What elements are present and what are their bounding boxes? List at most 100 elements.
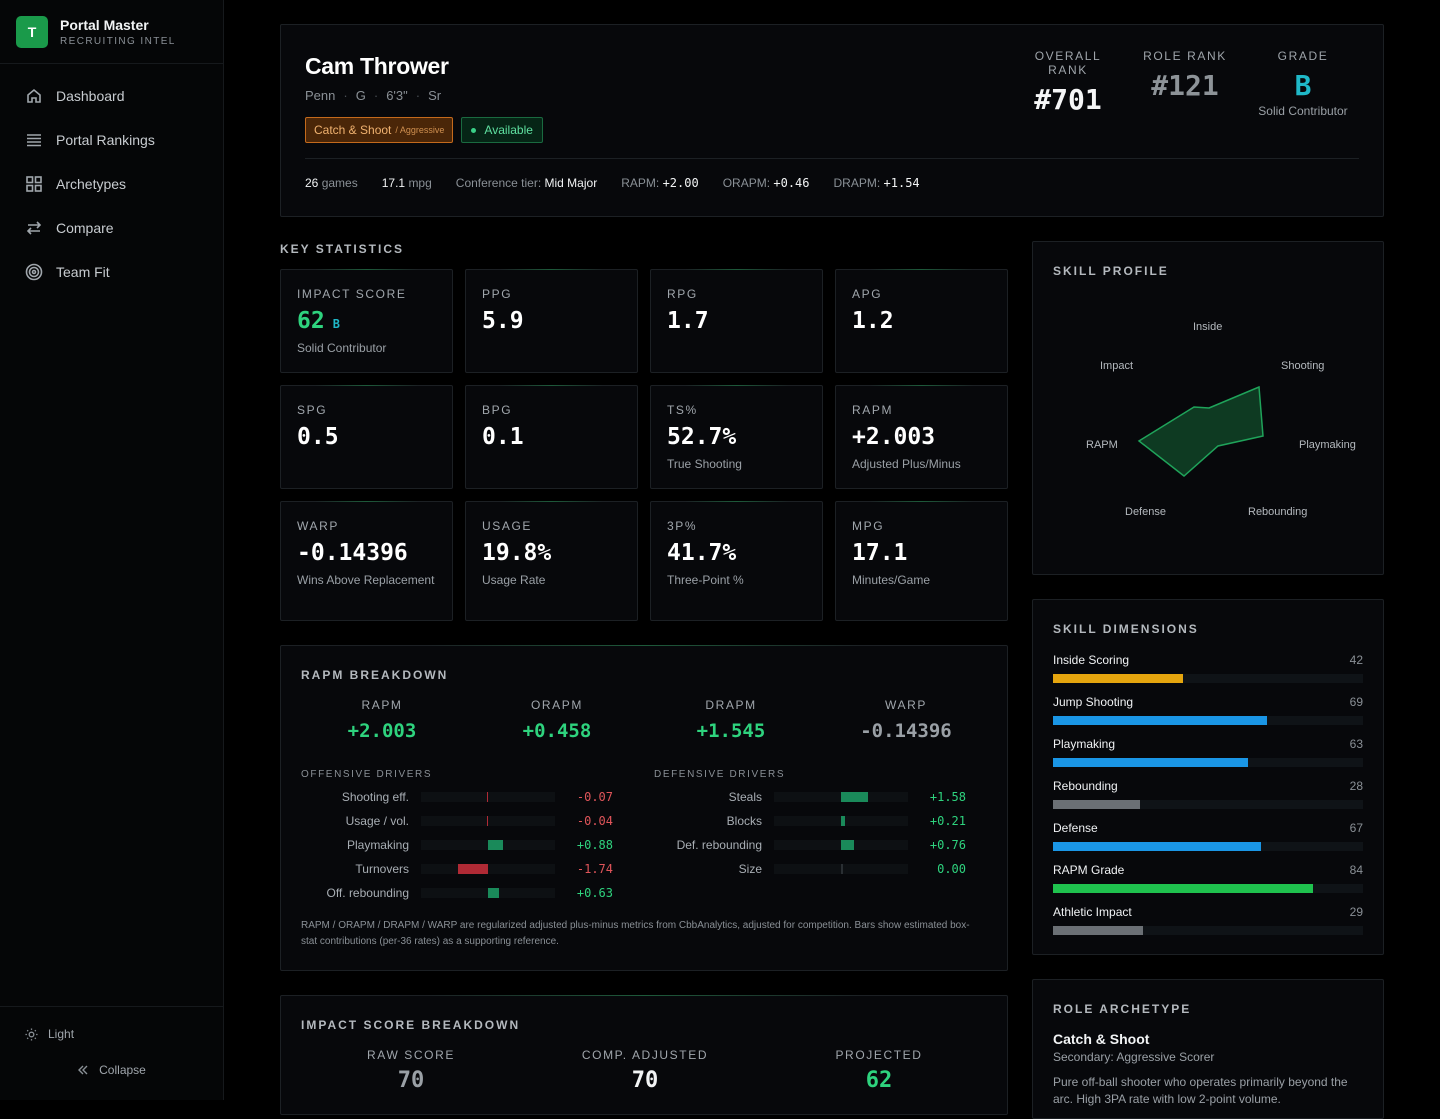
radar-label-defense: Defense bbox=[1125, 506, 1166, 518]
projected-label: PROJECTED bbox=[835, 1048, 923, 1062]
stat-value: 62 B bbox=[297, 308, 340, 334]
driver-bar bbox=[486, 792, 488, 802]
skill-dimension-fill bbox=[1053, 800, 1140, 809]
theme-toggle[interactable]: Light bbox=[25, 1027, 74, 1041]
driver-row: Steals +1.58 bbox=[634, 785, 966, 809]
stat-value-text: 1.7 bbox=[667, 308, 709, 334]
stat-value: 0.1 bbox=[482, 424, 524, 450]
grid-icon bbox=[26, 176, 42, 192]
driver-track bbox=[774, 840, 908, 850]
rapm-note: RAPM / ORAPM / DRAPM / WARP are regulari… bbox=[301, 920, 970, 947]
driver-row: Off. rebounding +0.63 bbox=[281, 881, 613, 905]
warp-metric-value: -0.14396 bbox=[860, 720, 952, 742]
stat-value-text: -0.14396 bbox=[297, 540, 408, 566]
rapm-value: +2.00 bbox=[662, 176, 699, 190]
target-icon bbox=[25, 263, 43, 281]
driver-value: -0.07 bbox=[576, 790, 613, 804]
nav-item-label: Archetypes bbox=[56, 176, 127, 192]
stat-label: USAGE bbox=[482, 519, 533, 533]
skill-dimension-row: Inside Scoring 42 bbox=[1053, 653, 1363, 683]
games-value: 26 bbox=[305, 176, 319, 190]
archetype-primary: Catch & Shoot bbox=[1053, 1031, 1150, 1047]
skill-dimension-fill bbox=[1053, 842, 1261, 851]
driver-bar bbox=[841, 792, 868, 802]
stat-value: 52.7% bbox=[667, 424, 736, 450]
archetype-badge[interactable]: Catch & Shoot / Aggressive bbox=[305, 117, 454, 143]
driver-bar bbox=[841, 840, 854, 850]
comp-adjusted-label: COMP. ADJUSTED bbox=[581, 1048, 709, 1062]
skill-dimension-value: 29 bbox=[1349, 905, 1363, 919]
nav-item-compare[interactable]: Compare bbox=[0, 206, 223, 250]
sidebar-bottom: Light Collapse bbox=[0, 1006, 223, 1100]
skill-dimension-row: Athletic Impact 29 bbox=[1053, 905, 1363, 935]
home-icon bbox=[27, 88, 41, 103]
driver-name: Shooting eff. bbox=[341, 790, 409, 804]
raw-score-label: RAW SCORE bbox=[367, 1048, 455, 1062]
stat-card-impact-score: IMPACT SCORE 62 B Solid Contributor bbox=[280, 269, 453, 373]
skill-dimension-value: 42 bbox=[1349, 653, 1363, 667]
grade-value: B bbox=[1294, 69, 1312, 102]
comp-adjusted-value: 70 bbox=[631, 1068, 659, 1093]
skill-dimension-row: RAPM Grade 84 bbox=[1053, 863, 1363, 893]
stat-value-text: 62 bbox=[297, 308, 325, 334]
driver-track bbox=[421, 816, 555, 826]
stat-value: 5.9 bbox=[482, 308, 524, 334]
skill-dimension-name: Defense bbox=[1053, 821, 1098, 835]
brand-subtitle: RECRUITING INTEL bbox=[60, 35, 176, 47]
skill-dimension-name: Jump Shooting bbox=[1053, 695, 1134, 709]
stat-grade: B bbox=[332, 317, 340, 331]
nav-item-dashboard[interactable]: Dashboard bbox=[0, 74, 223, 118]
radar-label-shooting: Shooting bbox=[1281, 360, 1325, 372]
nav-item-portal-rankings[interactable]: Portal Rankings bbox=[0, 118, 223, 162]
stat-label: RAPM bbox=[852, 403, 894, 417]
driver-bar bbox=[841, 864, 843, 874]
skill-dimension-fill bbox=[1053, 758, 1249, 767]
radar-label-rapm: RAPM bbox=[1086, 439, 1118, 451]
collapse-button[interactable]: Collapse bbox=[0, 1063, 223, 1077]
driver-row: Playmaking +0.88 bbox=[281, 833, 613, 857]
radar-label-rebounding: Rebounding bbox=[1248, 506, 1308, 518]
archetype-secondary: Secondary: Aggressive Scorer bbox=[1053, 1050, 1215, 1064]
stat-subtitle: Usage Rate bbox=[482, 573, 546, 587]
stat-label: PPG bbox=[482, 287, 513, 301]
skill-dimension-name: Rebounding bbox=[1053, 779, 1118, 793]
driver-row: Def. rebounding +0.76 bbox=[634, 833, 966, 857]
stat-value-text: 0.1 bbox=[482, 424, 524, 450]
radar-label-inside: Inside bbox=[1193, 321, 1223, 333]
list-icon bbox=[27, 134, 41, 147]
rapm-breakdown-title: RAPM BREAKDOWN bbox=[301, 668, 449, 682]
driver-name: Def. rebounding bbox=[676, 838, 762, 852]
stat-label: MPG bbox=[852, 519, 885, 533]
driver-row: Blocks +0.21 bbox=[634, 809, 966, 833]
player-school: Penn bbox=[305, 88, 336, 103]
nav-item-team-fit[interactable]: Team Fit bbox=[0, 250, 223, 294]
stat-value: 19.8% bbox=[482, 540, 551, 566]
skill-dimension-value: 63 bbox=[1349, 737, 1363, 751]
radar-shape bbox=[1137, 385, 1264, 477]
driver-track bbox=[421, 840, 555, 850]
stat-value: 1.7 bbox=[667, 308, 709, 334]
nav-item-archetypes[interactable]: Archetypes bbox=[0, 162, 223, 206]
stat-card-rpg: RPG 1.7 bbox=[650, 269, 823, 373]
rapm-metric-value: +2.003 bbox=[347, 720, 417, 742]
stat-label: APG bbox=[852, 287, 883, 301]
player-class: Sr bbox=[428, 88, 442, 103]
grade-description: Solid Contributor bbox=[1258, 104, 1348, 118]
grade-label: GRADE bbox=[1277, 49, 1329, 63]
brand-logo[interactable]: T bbox=[16, 15, 48, 48]
radar-chart bbox=[1137, 385, 1264, 477]
driver-value: +0.21 bbox=[929, 814, 966, 828]
driver-track bbox=[421, 864, 555, 874]
skill-profile-card: SKILL PROFILE Inside Shooting Playmaking… bbox=[1032, 241, 1384, 575]
rapm-breakdown-card: RAPM BREAKDOWN RAPM +2.003 ORAPM +0.458 DR… bbox=[280, 645, 1008, 971]
stat-label: BPG bbox=[482, 403, 513, 417]
driver-name: Turnovers bbox=[355, 862, 409, 876]
driver-bar bbox=[458, 864, 488, 874]
stat-card-warp: WARP -0.14396 Wins Above Replacement bbox=[280, 501, 453, 621]
stat-label: IMPACT SCORE bbox=[297, 287, 407, 301]
stat-value: 1.2 bbox=[852, 308, 894, 334]
stat-card-apg: APG 1.2 bbox=[835, 269, 1008, 373]
stat-card-bpg: BPG 0.1 bbox=[465, 385, 638, 489]
stat-subtitle: Solid Contributor bbox=[297, 341, 387, 355]
skill-dimension-track bbox=[1053, 674, 1363, 683]
